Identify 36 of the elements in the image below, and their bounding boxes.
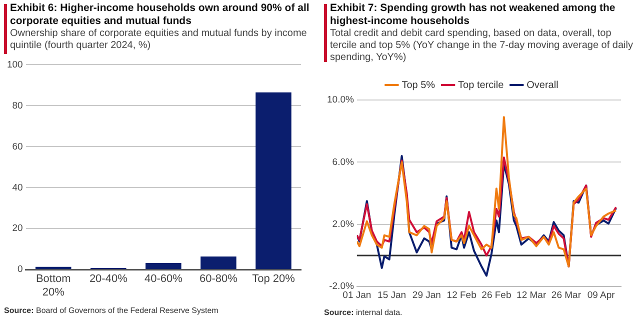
x-tick-label: Top 20% xyxy=(252,273,296,286)
y-tick-label: 80 xyxy=(12,100,23,112)
legend-label: Top tercile xyxy=(458,80,504,91)
chart-subtitle: Total credit and debit card spending, based on data, overall, top tercile and top 5% (YoY change in the 7-day moving average of daily spending, YoY%) xyxy=(330,28,634,64)
x-tick-label: 12 Feb xyxy=(446,290,476,301)
x-tick-label: 26 Feb xyxy=(482,290,512,301)
x-tick-label: 26 Mar xyxy=(551,290,581,301)
x-tick-label: 20-40% xyxy=(89,273,128,286)
x-tick-label: 29 Jan xyxy=(412,290,441,301)
source-note: Source: Board of Governors of the Federal Reserve System xyxy=(4,306,218,315)
y-tick-label: 40 xyxy=(12,182,23,194)
chart-title: Exhibit 7: Spending growth has not weakened among the highest-income households xyxy=(330,2,616,28)
x-tick-label: 09 Apr xyxy=(587,290,615,301)
bar xyxy=(200,256,236,270)
bar xyxy=(256,92,292,270)
x-tick-label: 40-60% xyxy=(144,273,183,286)
bar xyxy=(35,266,72,270)
y-tick-label: 6.0% xyxy=(332,156,354,168)
y-tick-label: 10.0% xyxy=(327,94,354,106)
y-tick-label: 0 xyxy=(18,264,23,276)
y-tick-label: -2.0% xyxy=(329,281,354,292)
y-tick-label: 20 xyxy=(12,223,23,234)
x-tick-label: Bottom 20% xyxy=(36,273,71,298)
y-tick-label: 2.0% xyxy=(332,219,354,230)
bar xyxy=(146,263,182,270)
x-tick-label: 01 Jan xyxy=(342,290,372,301)
source-note: Source: internal data. xyxy=(324,308,402,317)
legend-label: Overall xyxy=(526,80,558,91)
chart-title: Exhibit 6: Higher-income households own around 90% of all corporate equities and mutual funds xyxy=(10,2,310,28)
x-tick-label: 15 Jan xyxy=(378,290,406,301)
x-tick-label: 12 Mar xyxy=(516,290,546,301)
y-tick-label: 60 xyxy=(12,141,23,152)
chart-subtitle: Ownership share of corporate equities and mutual funds by income quintile (fourth quarter 2024, %) xyxy=(10,28,308,52)
y-tick-label: 100 xyxy=(6,59,23,70)
x-tick-label: 60-80% xyxy=(199,273,238,286)
legend-label: Top 5% xyxy=(402,80,436,91)
